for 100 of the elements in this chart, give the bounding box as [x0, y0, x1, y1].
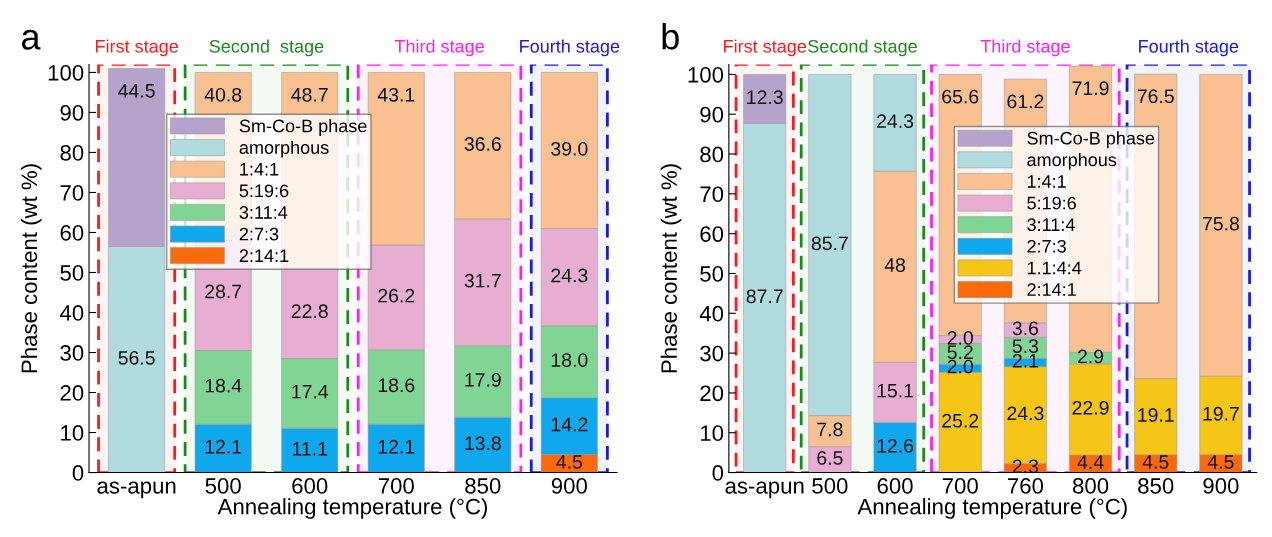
y-tick-label: 30: [700, 345, 724, 362]
data-label: 2.0: [947, 359, 973, 374]
data-label: 11.1: [292, 442, 327, 456]
y-tick-label: 70: [60, 185, 84, 201]
y-tick-label: 90: [60, 104, 84, 121]
data-label: 28.7: [205, 284, 242, 299]
data-label: 4.4: [1077, 455, 1104, 469]
data-label: 18.0: [551, 353, 588, 367]
legend-label: 2:7:3: [1027, 239, 1066, 253]
band-label: Second stage: [209, 39, 324, 57]
data-label: 19.7: [1203, 406, 1239, 421]
band-label: First stage: [95, 39, 178, 57]
y-tick-label: 20: [60, 385, 84, 401]
band-label: Third stage: [980, 39, 1070, 57]
data-label: 24.3: [877, 114, 914, 128]
data-label: 14.2: [551, 417, 588, 432]
x-tick-label: as-apun: [725, 481, 804, 499]
data-label: 4.5: [1207, 455, 1234, 469]
x-tick-label: 760: [1007, 478, 1044, 494]
data-label: 24.3: [1007, 406, 1044, 421]
data-label: 6.5: [817, 451, 843, 465]
y-tick-label: 100: [48, 64, 84, 81]
y-tick-label: 10: [61, 425, 84, 441]
data-label: 85.7: [811, 236, 848, 251]
band-label: Fourth stage: [1139, 39, 1239, 57]
data-label: 40.8: [204, 87, 242, 102]
data-label: 12.3: [747, 90, 783, 105]
legend-label: 1:4:1: [240, 162, 279, 176]
x-axis-title: Annealing temperature (°C): [857, 498, 1127, 519]
data-label: 24.3: [551, 268, 588, 283]
data-label: 4.5: [1142, 455, 1169, 469]
x-tick-label: 850: [1138, 478, 1174, 494]
data-label: 2.3: [1012, 459, 1039, 474]
x-tick-label: as-apun: [97, 481, 176, 499]
x-tick-label: 500: [812, 478, 848, 494]
legend-label: 1:4:1: [1027, 175, 1066, 188]
y-tick-label: 80: [60, 145, 84, 161]
data-label: 75.8: [1202, 216, 1239, 231]
data-label: 18.4: [205, 378, 242, 393]
y-tick-label: 50: [700, 266, 724, 282]
y-tick-label: 30: [60, 345, 84, 361]
data-label: 22.8: [291, 304, 328, 319]
x-tick-label: 600: [877, 478, 913, 494]
data-label: 43.1: [377, 87, 415, 102]
data-label: 18.6: [378, 378, 415, 393]
data-label: 2.0: [947, 331, 973, 345]
x-tick-label: 850: [465, 478, 501, 494]
y-tick-label: 70: [700, 186, 724, 203]
data-label: 87.7: [746, 289, 783, 304]
data-label: 65.6: [942, 89, 979, 104]
band-label: Second stage: [808, 39, 917, 57]
legend-label: 2:7:3: [239, 227, 279, 241]
y-tick-label: 40: [699, 305, 724, 322]
data-label: 25.2: [942, 413, 979, 428]
legend-label: 5:19:6: [239, 184, 289, 198]
legend-label: 2:14:1: [1027, 283, 1076, 296]
x-axis-title: Annealing temperature (°C): [217, 498, 487, 519]
data-label: 76.5: [1137, 89, 1174, 104]
data-label: 19.1: [1138, 408, 1174, 422]
y-axis-title: Phase content (wt %): [660, 164, 682, 373]
legend-label: Sm-Co-B phase: [1027, 131, 1155, 149]
data-label: 5.2: [947, 345, 973, 360]
legend-label: 3:11:4: [1027, 218, 1075, 232]
y-tick-label: 20: [700, 385, 724, 402]
data-label: 13.8: [465, 436, 501, 451]
y-tick-label: 90: [700, 106, 724, 123]
x-tick-label: 500: [205, 478, 241, 494]
legend-label: 1.1:4:4: [1027, 261, 1082, 275]
data-label: 36.6: [464, 137, 501, 151]
legend-label: amorphous: [1027, 152, 1117, 170]
text: b: [662, 23, 679, 50]
x-tick-label: 900: [1203, 478, 1239, 494]
data-label: 5.3: [1012, 339, 1039, 353]
data-label: 2.1: [1012, 353, 1038, 368]
data-label: 17.9: [465, 372, 501, 387]
legend-label: 2:14:1: [239, 249, 289, 262]
text: a: [21, 29, 41, 50]
y-tick-label: 0: [72, 465, 84, 481]
x-tick-label: 900: [551, 478, 587, 494]
data-label: 3.6: [1012, 321, 1039, 336]
y-tick-label: 50: [60, 265, 84, 281]
data-label: 56.5: [118, 350, 155, 365]
data-label: 71.9: [1072, 81, 1109, 96]
legend-label: amorphous: [239, 140, 329, 158]
data-label: 17.4: [292, 384, 329, 399]
band-label: First stage: [724, 39, 807, 57]
legend-label: 5:19:6: [1027, 196, 1076, 210]
y-tick-label: 40: [59, 305, 84, 321]
y-tick-label: 60: [60, 225, 84, 241]
data-label: 7.8: [817, 422, 843, 437]
data-label: 39.0: [551, 141, 588, 156]
band-label: Third stage: [394, 39, 484, 57]
legend-label: 3:11:4: [239, 206, 288, 219]
data-label: 2.9: [1078, 349, 1104, 364]
data-label: 4.5: [556, 455, 583, 469]
data-label: 61.2: [1007, 94, 1044, 109]
y-tick-label: 60: [700, 226, 724, 242]
band-label: Fourth stage: [520, 39, 620, 57]
legend-label: Sm-Co-B phase: [239, 119, 367, 136]
data-label: 44.5: [118, 84, 155, 98]
